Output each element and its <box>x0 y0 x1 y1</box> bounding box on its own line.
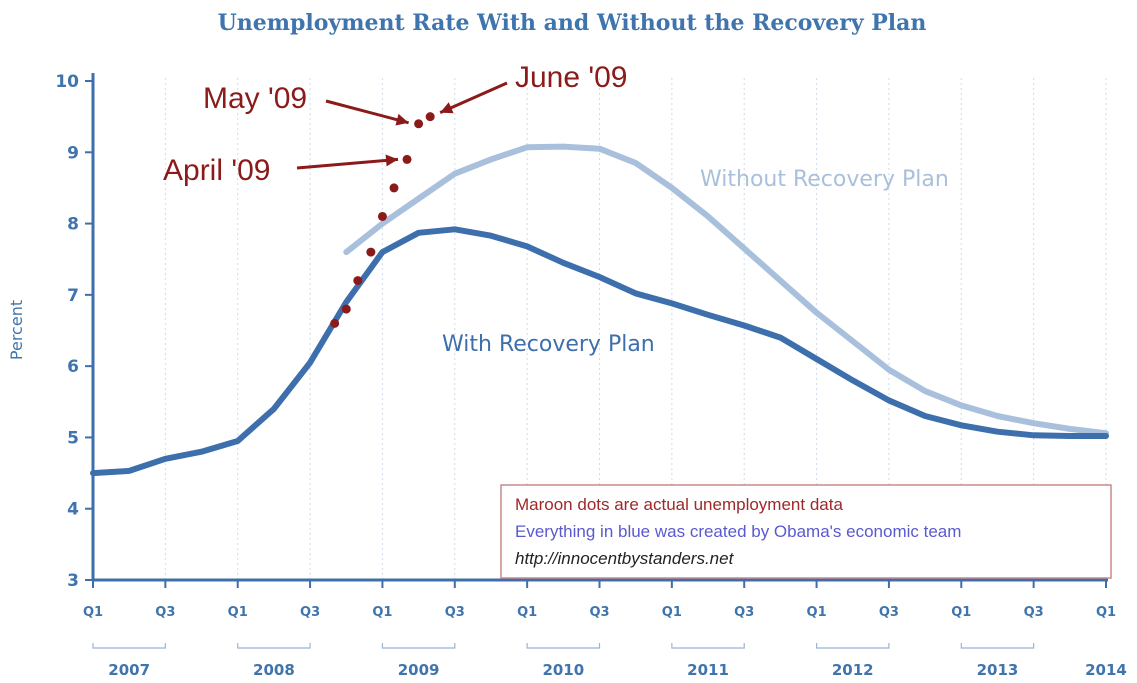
year-bracket <box>237 643 311 649</box>
actual-data-dot <box>389 183 399 193</box>
annotation-may-09: May '09 <box>203 82 307 115</box>
series-line-with-recovery-plan <box>90 226 1109 477</box>
year-bracket <box>671 643 745 649</box>
x-tick-label: Q1 <box>517 605 537 620</box>
y-tick-label: 4 <box>67 500 79 520</box>
annotations: June '09 May '09 April '09 <box>163 61 628 187</box>
x-tick-label: Q1 <box>372 605 392 620</box>
label-with-recovery-plan: With Recovery Plan <box>442 332 655 357</box>
x-tick-label: Q3 <box>445 605 465 620</box>
year-bracket <box>815 643 890 649</box>
year-label: 2008 <box>253 661 295 679</box>
year-labels: 2007 2008 2009 2010 2011 2012 2013 2014 <box>92 643 1127 679</box>
x-tick-label: Q1 <box>83 605 103 620</box>
x-tick-label: Q1 <box>951 605 971 620</box>
chart-title: Unemployment Rate With and Without the R… <box>218 10 927 36</box>
annotation-arrow-head <box>385 154 399 167</box>
annotation-arrows <box>296 81 508 170</box>
year-label: 2007 <box>108 661 150 679</box>
note-border <box>500 484 1112 579</box>
annotation-arrow-line <box>296 157 399 170</box>
y-tick-label: 5 <box>67 428 79 448</box>
x-tick-label: Q3 <box>300 605 320 620</box>
y-axis-label: Percent <box>7 300 26 360</box>
actual-data-dot <box>341 304 351 314</box>
x-tick-label: Q3 <box>879 605 899 620</box>
actual-data-dot <box>425 112 435 122</box>
label-without-recovery-plan: Without Recovery Plan <box>700 167 949 192</box>
x-axis-ticks: Q1 Q3 Q1 Q3 Q1 Q3 Q1 Q3 Q1 Q3 Q1 Q3 Q1 Q3 Q1 <box>83 580 1116 620</box>
year-label: 2012 <box>832 661 874 679</box>
x-tick-label: Q1 <box>1096 605 1116 620</box>
series-line-without-recovery-plan <box>343 143 1109 437</box>
x-tick-label: Q3 <box>155 605 175 620</box>
x-tick-label: Q1 <box>807 605 827 620</box>
annotation-june-09: June '09 <box>515 61 628 94</box>
x-tick-label: Q1 <box>228 605 248 620</box>
annotation-arrow-line <box>439 81 508 115</box>
axes <box>91 73 1108 582</box>
source-note-box: Maroon dots are actual unemployment data… <box>500 484 1112 579</box>
note-line-blue: Everything in blue was created by Obama'… <box>515 522 961 541</box>
year-bracket <box>381 643 456 649</box>
y-tick-label: 10 <box>55 72 79 92</box>
note-line-maroon: Maroon dots are actual unemployment data <box>515 495 843 514</box>
gridlines <box>92 78 1107 580</box>
y-tick-label: 3 <box>67 571 79 591</box>
year-bracket <box>92 643 166 649</box>
actual-data-dot <box>414 119 424 129</box>
actual-data-dot <box>353 276 363 286</box>
y-tick-label: 6 <box>67 357 79 377</box>
annotation-arrow-head <box>440 102 454 114</box>
annotation-arrow-head <box>395 113 409 126</box>
y-tick-label: 9 <box>67 143 79 163</box>
year-label: 2014 <box>1085 661 1127 679</box>
x-tick-label: Q1 <box>662 605 682 620</box>
x-tick-label: Q3 <box>589 605 609 620</box>
y-tick-label: 7 <box>67 286 79 306</box>
year-label: 2010 <box>542 661 584 679</box>
actual-data-dot <box>377 211 387 221</box>
annotation-arrow-line <box>325 99 409 125</box>
series-lines <box>90 143 1109 477</box>
y-tick-label: 8 <box>67 215 79 235</box>
year-bracket <box>526 643 601 649</box>
year-label: 2013 <box>977 661 1019 679</box>
actual-data-dot <box>330 318 340 328</box>
x-tick-label: Q3 <box>734 605 754 620</box>
year-label: 2011 <box>687 661 729 679</box>
year-bracket <box>960 643 1035 649</box>
actual-data-dots <box>330 112 435 328</box>
annotation-april-09: April '09 <box>163 154 270 187</box>
y-axis-ticks: 3 4 5 6 7 8 9 10 <box>55 72 93 591</box>
actual-data-dot <box>402 154 412 164</box>
actual-data-dot <box>366 247 376 257</box>
x-tick-label: Q3 <box>1024 605 1044 620</box>
year-label: 2009 <box>398 661 440 679</box>
note-line-url: http://innocentbystanders.net <box>515 549 735 568</box>
